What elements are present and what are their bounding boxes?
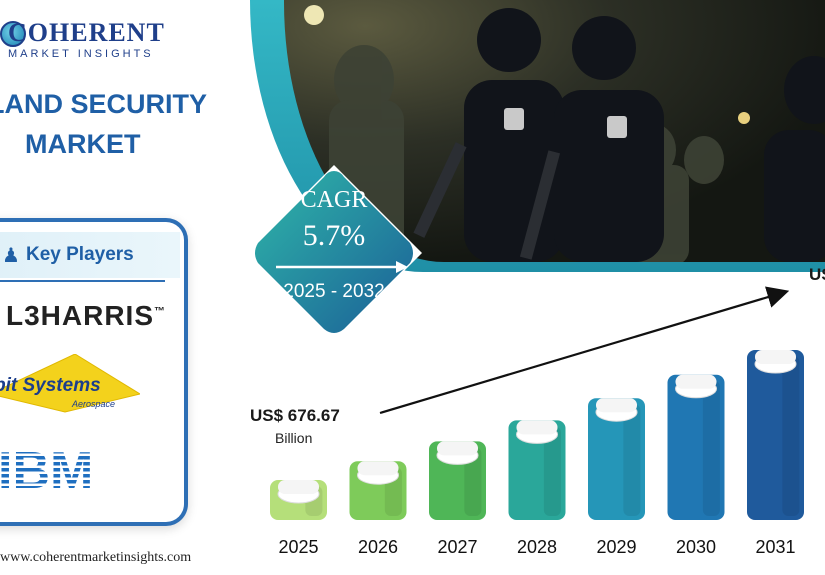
bar-shade bbox=[782, 356, 800, 516]
company-ibm: IBM bbox=[0, 442, 118, 500]
cagr-badge: CAGR 5.7% 2025 - 2032 bbox=[244, 163, 424, 343]
x-tick-label: 2025 bbox=[278, 537, 318, 557]
orbit-name: bit Systems bbox=[0, 375, 101, 396]
bar-shade bbox=[464, 447, 482, 516]
bar-cap-top bbox=[277, 480, 320, 494]
bar-body bbox=[747, 350, 804, 520]
people-icon: ♟ bbox=[2, 245, 20, 267]
ibm-logo-text: IBM bbox=[0, 444, 93, 494]
orbit-subtitle: Aerospace bbox=[72, 399, 116, 409]
company-l3harris: L3HARRIS™ bbox=[6, 300, 167, 331]
x-tick-label: 2026 bbox=[358, 537, 398, 557]
bar-2030: 2030 bbox=[667, 374, 725, 557]
brand-tagline: MARKET INSIGHTS bbox=[8, 48, 154, 60]
key-players-header: ♟ Key Players bbox=[0, 232, 180, 278]
bar-cap-top bbox=[595, 398, 638, 413]
key-players-card: ♟ Key Players L3HARRIS™ bit Systems Aero… bbox=[0, 218, 188, 526]
orbit-logo-shape bbox=[0, 354, 140, 413]
start-value-unit: Billion bbox=[275, 430, 313, 446]
cagr-label: CAGR bbox=[300, 187, 368, 213]
cagr-period: 2025 - 2032 bbox=[283, 281, 385, 302]
bar-cap-top bbox=[357, 461, 399, 476]
x-tick-label: 2030 bbox=[676, 537, 716, 557]
company-orbit-systems: bit Systems Aerospace bbox=[0, 354, 140, 413]
x-tick-label: 2029 bbox=[596, 537, 636, 557]
title-line-1: ELAND SECURITY bbox=[0, 89, 208, 119]
l3harris-label: L3HARRIS bbox=[6, 300, 155, 331]
brand-logo: COHERENT MARKET INSIGHTS bbox=[0, 18, 190, 68]
bar-shade bbox=[543, 426, 561, 516]
growth-arrow bbox=[379, 286, 790, 415]
ibm-logo: IBM bbox=[0, 442, 93, 500]
x-tick-label: 2031 bbox=[755, 537, 795, 557]
bar-2029: 2029 bbox=[588, 398, 645, 557]
bar-2028: 2028 bbox=[508, 420, 566, 557]
bar-2026: 2026 bbox=[349, 461, 407, 557]
page-title: ELAND SECURITY MARKET bbox=[0, 84, 260, 164]
start-value: US$ 676.67 bbox=[250, 406, 340, 425]
bar-cap-top bbox=[675, 374, 717, 389]
globe-icon bbox=[0, 21, 26, 47]
bar-2027: 2027 bbox=[429, 441, 486, 557]
x-tick-label: 2028 bbox=[517, 537, 557, 557]
header-divider bbox=[0, 280, 165, 282]
x-tick-label: 2027 bbox=[437, 537, 477, 557]
bar-body bbox=[588, 398, 645, 520]
bar-cap-top bbox=[754, 350, 797, 364]
bar-cap-top bbox=[436, 441, 479, 456]
bar-2025: 2025 bbox=[270, 480, 327, 557]
website-url: www.coherentmarketinsights.com bbox=[0, 550, 192, 565]
cagr-shape bbox=[246, 165, 422, 341]
bar-group: 2025 2026 2027 2028 2029 2030 2031 bbox=[270, 350, 804, 557]
bar-shade bbox=[623, 404, 641, 516]
bar-body bbox=[667, 374, 725, 520]
bar-body bbox=[508, 420, 566, 520]
bar-shade bbox=[702, 380, 720, 516]
key-players-heading: Key Players bbox=[26, 244, 134, 265]
cagr-value: 5.7% bbox=[302, 219, 366, 252]
bar-cap-top bbox=[516, 420, 558, 435]
market-size-chart: 2025 2026 2027 2028 2029 2030 2031 bbox=[270, 286, 804, 557]
brand-name: COHERENT bbox=[8, 18, 165, 47]
bar-2031: 2031 bbox=[747, 350, 804, 557]
end-value: US bbox=[809, 265, 825, 284]
title-line-2: MARKET bbox=[25, 129, 141, 159]
